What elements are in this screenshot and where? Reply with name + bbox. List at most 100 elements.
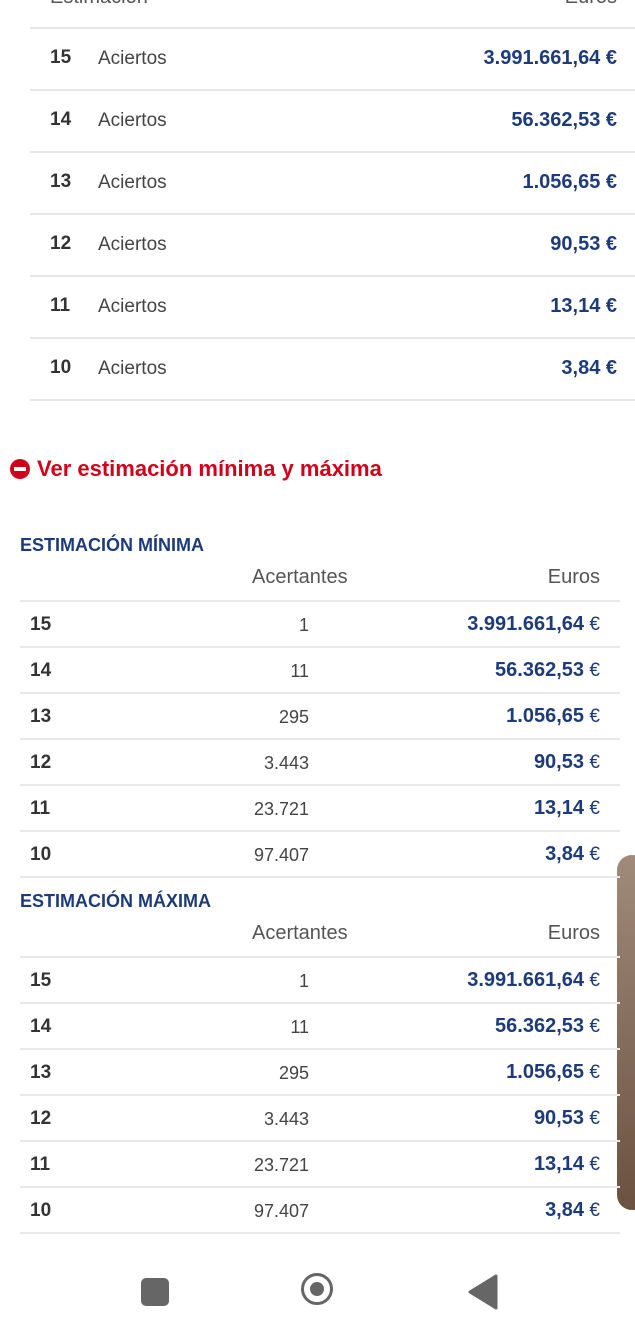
row-amount: 56.362,53 € — [511, 109, 617, 131]
row-amount: 56.362,53 — [495, 659, 584, 681]
row-separator — [20, 1186, 620, 1188]
row-separator — [30, 399, 635, 401]
row-currency: € — [589, 1154, 600, 1175]
row-hits: 13 — [30, 1062, 52, 1083]
row-hits: 12 — [30, 752, 52, 773]
row-separator — [20, 1140, 620, 1142]
row-label: Aciertos — [98, 358, 167, 379]
row-separator — [30, 151, 635, 153]
row-separator — [20, 646, 620, 648]
row-separator — [20, 876, 620, 878]
row-winners: 1 — [298, 971, 309, 991]
row-amount: 3.991.661,64 € — [483, 47, 617, 69]
toggle-link[interactable]: Ver estimación mínima y máxima — [37, 456, 382, 481]
row-currency: € — [589, 1200, 600, 1221]
row-hits: 12 — [50, 233, 72, 254]
row-separator — [30, 213, 635, 215]
row-hits: 10 — [30, 844, 52, 865]
row-winners: 23.721 — [253, 1155, 309, 1175]
row-winners: 97.407 — [253, 1201, 309, 1221]
row-separator — [20, 600, 620, 602]
row-separator — [20, 830, 620, 832]
row-label: Aciertos — [98, 110, 167, 131]
row-hits: 12 — [30, 1108, 52, 1129]
row-separator — [20, 1232, 620, 1234]
row-separator — [20, 738, 620, 740]
row-currency: € — [589, 970, 600, 991]
row-amount: 90,53 — [533, 751, 584, 773]
row-separator — [20, 1094, 620, 1096]
column-header: Estimación — [50, 0, 148, 9]
row-hits: 10 — [50, 357, 72, 378]
nav-back[interactable] — [468, 1274, 498, 1310]
row-amount: 1.056,65 € — [522, 171, 617, 193]
row-label: Aciertos — [98, 296, 167, 317]
row-separator — [20, 784, 620, 786]
row-hits: 13 — [50, 171, 72, 192]
row-amount: 90,53 € — [550, 233, 617, 255]
row-separator — [20, 692, 620, 694]
row-currency: € — [589, 1062, 600, 1083]
table-title: ESTIMACIÓN MÁXIMA — [20, 891, 211, 911]
row-separator — [30, 275, 635, 277]
row-label: Aciertos — [98, 234, 167, 255]
row-amount: 3.991.661,64 — [467, 969, 584, 991]
row-separator — [30, 89, 635, 91]
row-hits: 15 — [30, 970, 52, 991]
row-amount: 13,14 — [533, 797, 584, 819]
row-hits: 10 — [30, 1200, 52, 1221]
row-amount: 13,14 € — [550, 295, 617, 317]
row-winners: 23.721 — [253, 799, 309, 819]
row-separator — [30, 27, 635, 29]
row-separator — [20, 1002, 620, 1004]
row-amount: 3,84 — [545, 843, 584, 865]
row-hits: 14 — [30, 660, 52, 681]
row-hits: 11 — [50, 295, 71, 316]
row-separator — [20, 956, 620, 958]
row-winners: 97.407 — [253, 845, 309, 865]
row-currency: € — [589, 706, 600, 727]
row-hits: 15 — [50, 47, 72, 68]
row-amount: 3,84 — [545, 1199, 584, 1221]
row-hits: 15 — [30, 614, 52, 635]
row-amount: 3,84 € — [561, 357, 617, 379]
floating-widget[interactable] — [617, 855, 635, 1210]
nav-recent[interactable] — [141, 1278, 169, 1306]
row-currency: € — [589, 752, 600, 773]
row-label: Aciertos — [98, 172, 167, 193]
row-amount: 1.056,65 — [506, 1061, 584, 1083]
row-amount: 56.362,53 — [495, 1015, 584, 1037]
row-hits: 14 — [50, 109, 72, 130]
row-hits: 13 — [30, 706, 52, 727]
nav-home[interactable] — [301, 1273, 333, 1305]
row-winners: 11 — [290, 661, 309, 681]
column-header: Acertantes — [252, 566, 348, 588]
row-winners: 1 — [298, 615, 309, 635]
row-label: Aciertos — [98, 48, 167, 69]
row-amount: 1.056,65 — [506, 705, 584, 727]
row-currency: € — [589, 660, 600, 681]
column-header: Acertantes — [252, 922, 348, 944]
row-amount: 3.991.661,64 — [467, 613, 584, 635]
row-amount: 90,53 — [533, 1107, 584, 1129]
row-currency: € — [589, 844, 600, 865]
row-separator — [30, 337, 635, 339]
row-hits: 14 — [30, 1016, 52, 1037]
column-header: Euros — [565, 0, 617, 9]
row-winners: 3.443 — [263, 1109, 309, 1129]
row-hits: 11 — [30, 798, 51, 819]
row-winners: 295 — [278, 707, 309, 727]
row-winners: 3.443 — [263, 753, 309, 773]
row-winners: 11 — [290, 1017, 309, 1037]
row-currency: € — [589, 1108, 600, 1129]
row-amount: 13,14 — [533, 1153, 584, 1175]
column-header: Euros — [547, 922, 600, 944]
table-title: ESTIMACIÓN MÍNIMA — [20, 535, 204, 555]
row-currency: € — [589, 798, 600, 819]
row-winners: 295 — [278, 1063, 309, 1083]
collapse-icon[interactable] — [10, 459, 30, 479]
row-currency: € — [589, 1016, 600, 1037]
row-hits: 11 — [30, 1154, 51, 1175]
column-header: Euros — [547, 566, 600, 588]
